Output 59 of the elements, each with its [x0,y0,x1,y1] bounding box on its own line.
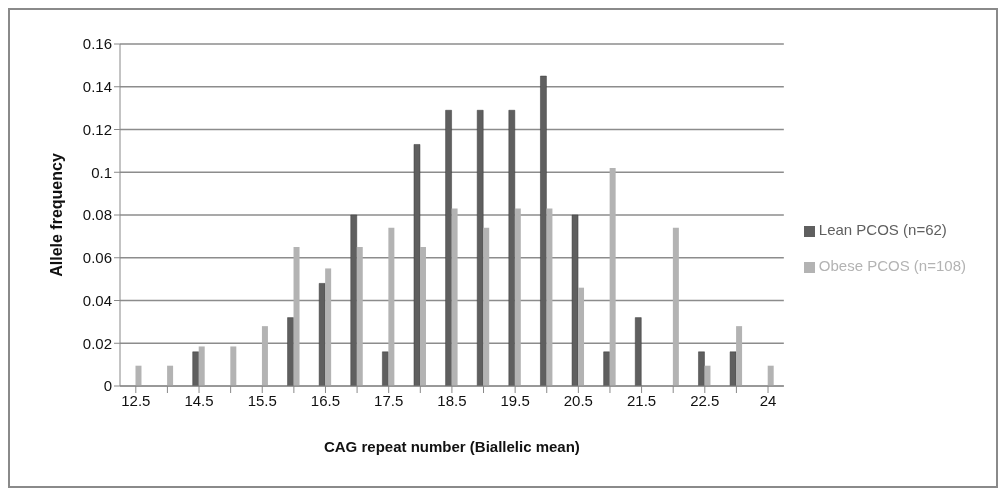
y-tick-label: 0.12 [82,120,112,138]
x-tick-label: 14.5 [184,391,214,409]
bar [603,351,610,386]
bar [609,167,616,386]
y-tick-label: 0.08 [82,206,112,224]
bar [578,287,585,386]
bar [483,227,490,386]
x-tick-label: 19.5 [500,391,530,409]
x-tick-label: 18.5 [437,391,467,409]
bar [293,247,300,386]
legend-label: Lean PCOS (n=62) [818,221,947,238]
bar [382,351,389,386]
bar [514,208,521,386]
x-tick-label: 21.5 [626,391,657,409]
bar [350,214,358,386]
x-tick-label: 24 [759,391,777,409]
bar [198,346,205,386]
y-tick-label: 0.16 [82,35,112,53]
y-axis-title: Allele frequency [47,153,65,277]
bar [261,326,268,386]
bar [413,144,421,386]
bar [287,317,294,386]
x-tick-label: 22.5 [690,391,720,409]
x-tick-label: 20.5 [563,391,593,409]
bar [445,110,452,386]
bar [230,346,237,386]
x-tick-label: 17.5 [374,391,404,409]
bar [508,110,516,386]
x-tick-label: 16.5 [310,391,341,409]
bar [635,317,642,386]
bar [325,268,332,386]
bar [736,326,743,386]
y-tick-label: 0.06 [82,249,112,267]
y-tick-label: 0.04 [82,291,112,309]
bar [419,247,426,386]
bar [767,365,774,386]
bar [546,208,553,386]
bar [698,351,705,386]
bar [672,227,679,386]
y-tick-label: 0.1 [91,163,112,181]
bar [192,351,199,386]
bar [135,365,142,386]
y-tick-label: 0.02 [82,334,112,352]
bar [451,208,458,386]
x-tick-label: 12.5 [121,391,151,409]
bar [571,214,579,386]
bar [704,365,711,386]
bar [167,365,174,386]
y-tick-label: 0.14 [82,78,112,96]
bar [356,247,363,386]
x-axis-title: CAG repeat number (Biallelic mean) [323,438,580,455]
bar [476,110,484,386]
bar [318,283,326,386]
x-tick-label: 15.5 [247,391,277,409]
bar [388,227,395,386]
bar [540,75,547,386]
legend-label: Obese PCOS (n=108) [818,257,966,274]
y-tick-label: 0 [103,377,112,395]
bar [729,351,737,386]
